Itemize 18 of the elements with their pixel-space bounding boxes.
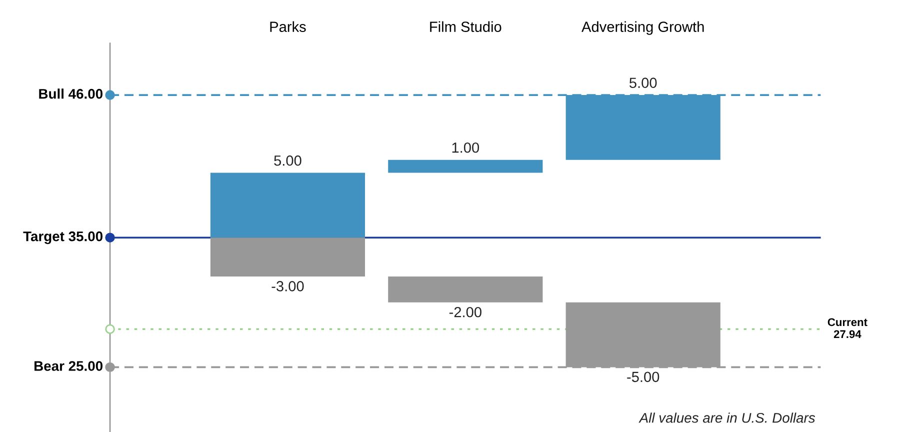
ref-line-label: Bull 46.00: [39, 88, 103, 99]
bar: [210, 238, 366, 276]
data-label: -2.00: [449, 306, 482, 318]
bar: [388, 276, 543, 302]
ref-line-label: Current 27.94: [828, 318, 868, 338]
annotation: All values are in U.S. Dollars: [638, 412, 816, 423]
bar: [388, 160, 543, 173]
ref-line-label: Target 35.00: [23, 231, 103, 244]
ref-line-label: Bear 25.00: [34, 361, 103, 371]
x-tick-label: Parks: [270, 21, 306, 32]
x-tick-label: Advertising Growth: [582, 21, 704, 35]
data-label: -3.00: [272, 281, 304, 292]
bar: [210, 172, 366, 238]
data-label: 1.00: [452, 142, 480, 153]
data-label: 5.00: [629, 78, 657, 88]
data-label: 5.00: [274, 155, 302, 166]
data-label: -5.00: [627, 372, 660, 382]
x-tick-label: Film Studio: [430, 21, 502, 32]
